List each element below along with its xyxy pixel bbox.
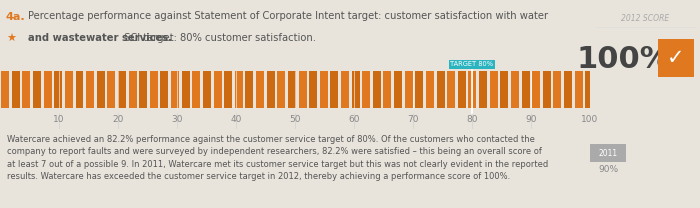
Bar xyxy=(309,71,317,108)
Bar xyxy=(415,71,424,108)
Bar xyxy=(532,71,540,108)
Bar xyxy=(22,71,30,108)
Text: 100%: 100% xyxy=(577,45,671,74)
Bar xyxy=(447,71,455,108)
Text: 70: 70 xyxy=(407,115,419,125)
Bar xyxy=(171,71,179,108)
Text: 60: 60 xyxy=(349,115,360,125)
Bar xyxy=(363,71,370,108)
Bar xyxy=(224,71,232,108)
Bar xyxy=(65,71,73,108)
Bar xyxy=(267,71,274,108)
Text: 20: 20 xyxy=(112,115,124,125)
Text: 2011: 2011 xyxy=(598,149,617,157)
Bar xyxy=(256,71,264,108)
Bar xyxy=(139,71,147,108)
Bar xyxy=(500,71,508,108)
Text: 90: 90 xyxy=(525,115,537,125)
Text: 50: 50 xyxy=(289,115,301,125)
Bar xyxy=(76,71,83,108)
Bar xyxy=(351,71,360,108)
Bar xyxy=(214,71,221,108)
Bar xyxy=(575,71,582,108)
Bar xyxy=(1,71,9,108)
Bar xyxy=(55,71,62,108)
Bar xyxy=(490,71,498,108)
Bar xyxy=(234,71,243,108)
Bar xyxy=(86,71,94,108)
Text: 4a.: 4a. xyxy=(6,12,26,22)
Bar xyxy=(394,71,402,108)
Bar xyxy=(129,71,137,108)
Text: ★: ★ xyxy=(6,34,16,44)
Bar xyxy=(33,71,41,108)
Text: and wastewater services.: and wastewater services. xyxy=(28,33,172,43)
Bar xyxy=(193,71,200,108)
Text: Percentage performance against Statement of Corporate Intent target: customer sa: Percentage performance against Statement… xyxy=(28,11,548,21)
Bar xyxy=(330,71,338,108)
Text: ✓: ✓ xyxy=(667,48,685,68)
Bar xyxy=(320,71,328,108)
Bar xyxy=(554,71,561,108)
Text: 40: 40 xyxy=(230,115,241,125)
Bar xyxy=(277,71,286,108)
Bar xyxy=(585,71,590,108)
Bar xyxy=(150,71,158,108)
Bar xyxy=(511,71,519,108)
Bar xyxy=(298,71,307,108)
Bar xyxy=(160,71,169,108)
Bar xyxy=(437,71,444,108)
Bar xyxy=(542,71,551,108)
Text: 30: 30 xyxy=(172,115,183,125)
Bar xyxy=(107,71,116,108)
Text: 90%: 90% xyxy=(598,166,618,175)
Bar xyxy=(590,144,626,162)
Bar xyxy=(468,71,477,108)
Text: 100: 100 xyxy=(582,115,598,125)
Bar xyxy=(182,71,190,108)
Bar xyxy=(203,71,211,108)
Bar xyxy=(426,71,434,108)
Bar xyxy=(522,71,529,108)
Bar xyxy=(97,71,105,108)
Bar xyxy=(118,71,126,108)
Text: 80: 80 xyxy=(466,115,477,125)
Bar xyxy=(405,71,413,108)
Text: 2012 SCORE: 2012 SCORE xyxy=(621,14,669,23)
Bar xyxy=(373,71,381,108)
Bar xyxy=(288,71,296,108)
Bar xyxy=(458,71,466,108)
Text: Watercare achieved an 82.2% performance against the customer service target of 8: Watercare achieved an 82.2% performance … xyxy=(7,135,548,181)
Bar xyxy=(341,71,349,108)
Bar xyxy=(658,39,694,77)
Bar xyxy=(384,71,391,108)
Bar xyxy=(12,71,20,108)
Bar xyxy=(479,71,487,108)
Bar xyxy=(43,71,52,108)
Text: SCI target: 80% customer satisfaction.: SCI target: 80% customer satisfaction. xyxy=(121,33,316,43)
Bar xyxy=(246,71,253,108)
Text: TARGET 80%: TARGET 80% xyxy=(451,62,494,68)
Bar xyxy=(564,71,572,108)
Text: 10: 10 xyxy=(53,115,64,125)
